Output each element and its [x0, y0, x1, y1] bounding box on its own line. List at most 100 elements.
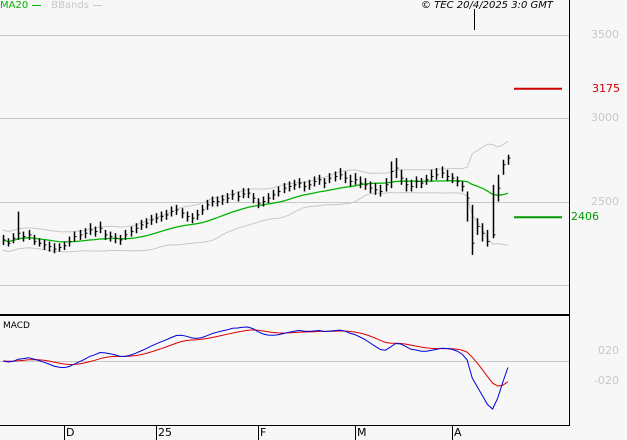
price-bar [390, 161, 394, 189]
price-bar [507, 154, 511, 165]
price-bar [476, 218, 480, 235]
price-bar [262, 196, 266, 207]
bband-upper [2, 140, 509, 233]
price-bar [288, 181, 292, 192]
price-bar [186, 211, 190, 222]
price-bar [349, 174, 353, 187]
macd-line [2, 326, 509, 410]
price-bar [410, 179, 414, 192]
price-bar [63, 241, 67, 250]
price-bar [267, 193, 271, 204]
price-bar [201, 204, 205, 215]
gridlines [0, 35, 569, 440]
price-bar [323, 178, 327, 189]
price-bar [497, 174, 501, 202]
price-bar [89, 223, 93, 235]
price-bar [400, 169, 404, 185]
price-bar [298, 178, 302, 189]
ma20-line [2, 180, 509, 243]
price-bar [211, 196, 215, 207]
price-bar [68, 236, 72, 247]
price-bar [451, 173, 455, 184]
price-bar [293, 179, 297, 190]
price-bar [43, 239, 47, 250]
price-bar [277, 186, 281, 197]
x-tick-label: A [454, 426, 462, 439]
price-bar [150, 214, 154, 225]
macd-signal-line [2, 329, 509, 387]
price-bar [114, 233, 118, 244]
price-bar [175, 204, 179, 215]
price-bar [272, 189, 276, 200]
price-bar [334, 171, 338, 182]
price-bar [109, 231, 113, 242]
x-tick-label: 25 [158, 426, 172, 439]
price-bar [492, 184, 496, 239]
price-bar [283, 183, 287, 194]
price-bar [33, 234, 37, 245]
legend-bbands: BBands [51, 0, 89, 11]
ma20 [2, 180, 509, 243]
price-bar [502, 159, 506, 175]
price-bar [415, 176, 419, 189]
price-bar [84, 228, 88, 239]
price-bar [160, 211, 164, 222]
price-bar [425, 174, 429, 185]
legend-ma20: MA20 [0, 0, 29, 11]
price-bar [318, 174, 322, 185]
price-bar [216, 196, 220, 207]
price-bar [48, 241, 52, 252]
macd-tick-label: 020 [598, 344, 619, 357]
legend-bbands-swatch [92, 5, 102, 6]
price-bar [395, 158, 399, 179]
legend-ma20-swatch [32, 5, 42, 6]
price-bar [28, 229, 32, 240]
price-bar [420, 178, 424, 189]
price-bar [441, 166, 445, 179]
price-bar [471, 204, 475, 255]
x-tick-label: M [357, 426, 367, 439]
price-bar [94, 226, 98, 237]
price-bar [303, 181, 307, 192]
copyright: © TEC 20/4/2025 3:0 GMT [421, 0, 553, 11]
price-bar [22, 231, 26, 242]
price-bar [481, 223, 485, 242]
legend: MA20 BBands [0, 0, 108, 11]
macd-lines [0, 326, 569, 410]
price-bar [385, 178, 389, 192]
price-bar [364, 178, 368, 190]
price-bar [130, 226, 134, 237]
price-bar [140, 219, 144, 230]
price-level-label: 2406 [571, 210, 599, 224]
price-bar [405, 178, 409, 192]
price-bar [359, 176, 363, 189]
price-bar [369, 181, 373, 194]
price-bar [155, 213, 159, 224]
price-bar [344, 171, 348, 184]
price-bar [12, 233, 16, 244]
macd-tick-label: -020 [594, 374, 619, 387]
price-bar [486, 229, 490, 247]
price-bar [99, 221, 103, 234]
price-bar [165, 209, 169, 220]
price-bar [313, 176, 317, 187]
price-bar [237, 191, 241, 202]
price-bar [7, 238, 11, 247]
price-bar [435, 168, 439, 180]
macd-title: MACD [3, 321, 30, 331]
price-bar [461, 181, 465, 192]
price-bar [38, 238, 42, 247]
price-bar [53, 243, 57, 254]
price-level-label: 3175 [592, 81, 620, 95]
price-bar [339, 168, 343, 180]
price-bar [58, 243, 62, 252]
price-bar [354, 173, 358, 185]
y-tick-label: 3000 [591, 110, 619, 124]
price-bar [170, 206, 174, 217]
price-bar [73, 231, 77, 242]
price-bar [17, 211, 21, 240]
price-levels [514, 87, 562, 219]
price-bar [191, 213, 195, 224]
price-bar [252, 193, 256, 204]
